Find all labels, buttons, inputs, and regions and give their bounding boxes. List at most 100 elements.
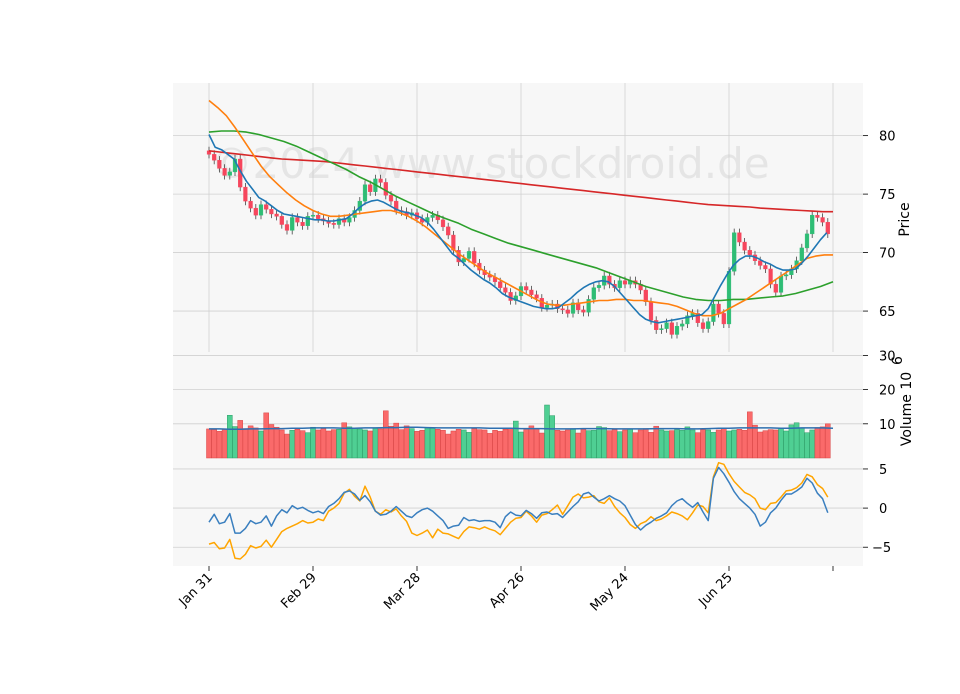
candle-body [570,302,576,314]
volume-bar [409,428,415,459]
candle-body [378,178,383,183]
volume-bar [752,424,758,459]
volume-bar [627,428,633,459]
volume-bar [762,430,769,459]
candle-body [368,184,373,192]
candle-body [763,265,768,270]
volume-bar [331,429,337,459]
candle-body [362,184,368,202]
candle-body [534,294,539,299]
x-tick-label: Apr 26 [487,570,528,611]
price-tick-label: 70 [879,247,896,262]
volume-bar [242,428,249,459]
candle-body [524,286,529,291]
candle-body [799,247,804,261]
candle-body [331,223,336,225]
volume-bar [679,430,685,459]
volume-bar [435,429,441,459]
volume-bar [726,430,732,459]
volume-bar [492,430,498,459]
candle-body [674,326,680,335]
ma-mid-line [208,99,833,317]
volume-bar [377,428,384,459]
price-tick-label: 65 [879,305,896,320]
candle-body [388,195,394,202]
price-axis-title: Price [897,202,913,236]
volume-bar [695,432,701,459]
volume-bar [211,429,217,459]
volume-bar [643,428,649,459]
volume-bar [663,430,670,459]
volume-bar [315,429,321,459]
volume-axis-title: Volume 10 [899,372,915,446]
volume-bar [799,427,805,459]
candle-body [669,322,674,335]
candle-body [305,216,310,226]
candle-body [347,217,352,223]
volume-bar [284,433,290,459]
volume-bar [721,428,727,459]
candle-body [737,232,742,243]
volume-bar [575,432,581,459]
volume-bar [596,426,602,459]
volume-bar [819,426,826,459]
candle-body [560,308,565,311]
candle-body [264,204,269,210]
osc-tick-label: 5 [879,463,887,478]
volume-bar [247,425,254,459]
oscillator-panel [173,458,863,566]
volume-bar [403,425,410,459]
volume-bar [825,423,831,459]
candle-body [758,260,763,266]
candle-body [591,287,596,300]
volume-bar [237,420,243,459]
candle-body [685,315,690,325]
candle-body [664,322,669,329]
volume-bar [705,429,711,459]
volume-bar [279,429,285,459]
candle-body [498,281,503,288]
volume-bar [362,429,368,459]
volume-bar [273,426,280,459]
candle-body [648,301,654,321]
candle-body [607,275,612,285]
volume-bar [539,432,545,459]
candle-body [503,287,508,293]
candle-body [269,209,274,215]
volume-tick-label: 30 [879,349,896,364]
volume-bar [632,432,639,459]
volume-bar [549,415,555,459]
volume-axis-exponent: 6 [890,356,906,365]
candle-body [711,303,716,322]
candle-body [825,221,830,235]
volume-bar [513,420,519,459]
candle-body [810,214,815,235]
volume-bar [206,428,212,459]
volume-bar [325,430,332,459]
volume-bar [253,427,259,459]
candle-body [768,268,773,285]
candle-body [565,309,570,314]
volume-bar [388,425,394,459]
candle-body [461,258,466,263]
volume-bar [383,410,389,459]
volume-bar [466,432,472,459]
volume-bar [648,432,654,459]
volume-bar [263,412,269,459]
volume-bar [684,426,691,459]
x-tick-label: Jan 31 [176,570,216,610]
volume-bar [450,430,457,459]
volume-bar [258,430,264,459]
volume-bar [221,429,228,459]
candle-body [747,250,752,256]
volume-bar [336,429,342,459]
ma-slow-line [208,130,834,302]
volume-bar [601,427,607,459]
osc-tick-label: 0 [879,502,887,517]
x-tick-label: Feb 29 [278,570,320,612]
candle-body [804,233,810,249]
volume-bar [455,429,462,459]
candle-body [472,251,477,264]
